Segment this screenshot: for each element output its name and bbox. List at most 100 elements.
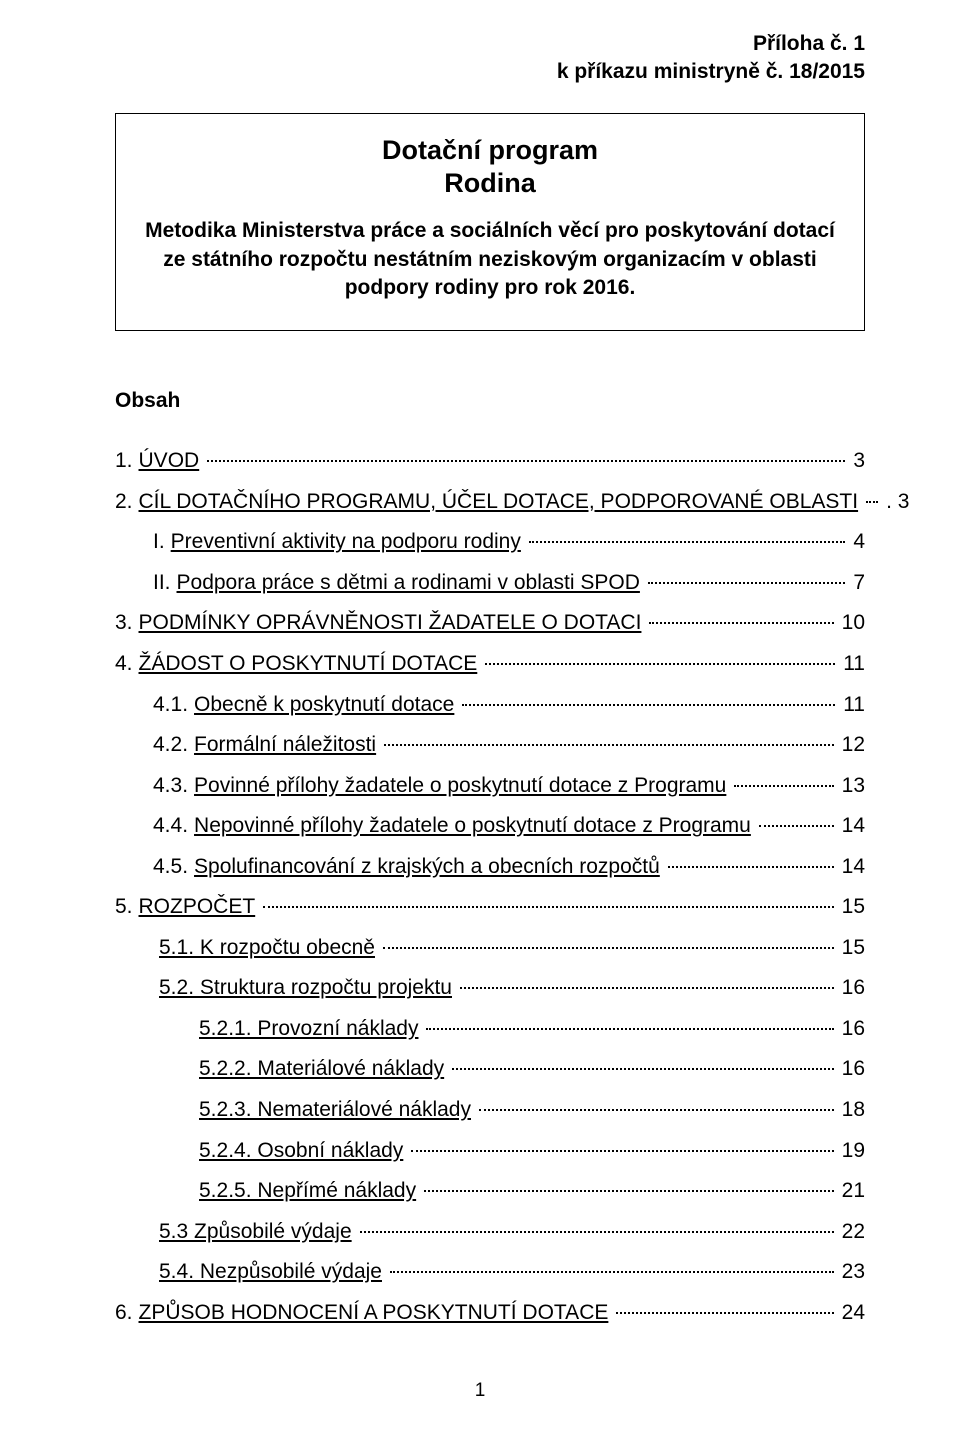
toc-text: ÚVOD: [139, 445, 204, 478]
toc-text: 5.2.2. Materiálové náklady: [199, 1053, 448, 1086]
toc-link[interactable]: 5.2.2. Materiálové náklady: [199, 1057, 444, 1080]
toc-leader-dots: [383, 947, 834, 949]
header-line-2: k příkazu ministryně č. 18/2015: [115, 58, 865, 86]
toc-page-number: 18: [838, 1094, 865, 1127]
toc-row: 5.2.4. Osobní náklady19: [115, 1135, 865, 1168]
toc-link[interactable]: Obecně k poskytnutí dotace: [194, 693, 454, 716]
toc-link[interactable]: 5.2. Struktura rozpočtu projektu: [159, 976, 452, 999]
toc-row: 4.4.Nepovinné přílohy žadatele o poskytn…: [115, 810, 865, 843]
toc-text: Formální náležitosti: [194, 729, 380, 762]
toc-link[interactable]: ROZPOČET: [139, 895, 256, 918]
contents-heading: Obsah: [115, 389, 865, 413]
toc-link[interactable]: Nepovinné přílohy žadatele o poskytnutí …: [194, 814, 751, 837]
header-line-1: Příloha č. 1: [115, 30, 865, 58]
toc-row: 3.PODMÍNKY OPRÁVNĚNOSTI ŽADATELE O DOTAC…: [115, 607, 865, 640]
toc-page-number: 23: [838, 1256, 865, 1289]
toc-link[interactable]: 5.1. K rozpočtu obecně: [159, 936, 375, 959]
toc-text: Povinné přílohy žadatele o poskytnutí do…: [194, 770, 730, 803]
toc-text: 5.4. Nezpůsobilé výdaje: [159, 1256, 386, 1289]
toc-leader-dots: [866, 501, 878, 503]
toc-link[interactable]: ZPŮSOB HODNOCENÍ A POSKYTNUTÍ DOTACE: [139, 1301, 609, 1324]
toc-number: 4.3.: [115, 770, 194, 803]
document-header: Příloha č. 1 k příkazu ministryně č. 18/…: [115, 30, 865, 87]
title-subtitle: Metodika Ministerstva práce a sociálních…: [134, 217, 846, 302]
title-box: Dotační program Rodina Metodika Minister…: [115, 113, 865, 332]
toc-page-number: 16: [838, 1053, 865, 1086]
toc-link[interactable]: 5.2.3. Nemateriálové náklady: [199, 1098, 471, 1121]
toc-text: 5.2. Struktura rozpočtu projektu: [159, 972, 456, 1005]
toc-row: 4.3.Povinné přílohy žadatele o poskytnut…: [115, 770, 865, 803]
toc-number: 4.2.: [115, 729, 194, 762]
toc-page-number: 12: [838, 729, 865, 762]
toc-link[interactable]: Podpora práce s dětmi a rodinami v oblas…: [177, 571, 640, 594]
toc-page-number: 15: [838, 932, 865, 965]
toc-link[interactable]: 5.2.1. Provozní náklady: [199, 1017, 418, 1040]
toc-link[interactable]: 5.3 Způsobilé výdaje: [159, 1220, 352, 1243]
toc-number: 2.: [115, 486, 139, 519]
toc-page-number: 14: [838, 810, 865, 843]
toc-link[interactable]: Povinné přílohy žadatele o poskytnutí do…: [194, 774, 726, 797]
toc-text: Obecně k poskytnutí dotace: [194, 689, 458, 722]
toc-leader-dots: [616, 1312, 833, 1314]
toc-page-number: 7: [849, 567, 865, 600]
toc-page-number: 11: [839, 689, 865, 722]
toc-row: 1.ÚVOD3: [115, 445, 865, 478]
toc-number: 4.1.: [115, 689, 194, 722]
toc-page-number: 24: [838, 1297, 865, 1330]
toc-row: 5.2.3. Nemateriálové náklady 18: [115, 1094, 865, 1127]
toc-number: 3.: [115, 607, 139, 640]
toc-link[interactable]: ÚVOD: [139, 449, 200, 472]
toc-row: 4.1.Obecně k poskytnutí dotace 11: [115, 689, 865, 722]
toc-link[interactable]: Spolufinancování z krajských a obecních …: [194, 855, 660, 878]
toc-number: I.: [115, 526, 171, 559]
toc-leader-dots: [207, 460, 845, 462]
toc-page-number: 16: [838, 1013, 865, 1046]
toc-link[interactable]: 5.4. Nezpůsobilé výdaje: [159, 1260, 382, 1283]
toc-row: 5.1. K rozpočtu obecně 15: [115, 932, 865, 965]
toc-page-number: 3: [849, 445, 865, 478]
toc-row: II.Podpora práce s dětmi a rodinami v ob…: [115, 567, 865, 600]
toc-number: 4.4.: [115, 810, 194, 843]
toc-link[interactable]: 5.2.5. Nepřímé náklady: [199, 1179, 416, 1202]
toc-text: CÍL DOTAČNÍHO PROGRAMU, ÚČEL DOTACE, POD…: [139, 486, 863, 519]
toc-row: 5.2.2. Materiálové náklady 16: [115, 1053, 865, 1086]
toc-text: Spolufinancování z krajských a obecních …: [194, 851, 664, 884]
toc-text: 5.2.4. Osobní náklady: [199, 1135, 407, 1168]
toc-link[interactable]: Formální náležitosti: [194, 733, 376, 756]
toc-row: 5.4. Nezpůsobilé výdaje 23: [115, 1256, 865, 1289]
toc-leader-dots: [424, 1190, 834, 1192]
toc-leader-dots: [426, 1028, 833, 1030]
toc-page-number: 16: [838, 972, 865, 1005]
toc-text: Preventivní aktivity na podporu rodiny: [171, 526, 525, 559]
toc-link[interactable]: CÍL DOTAČNÍHO PROGRAMU, ÚČEL DOTACE, POD…: [139, 490, 859, 513]
toc-link[interactable]: Preventivní aktivity na podporu rodiny: [171, 530, 521, 553]
toc-row: 5.2.5. Nepřímé náklady21: [115, 1175, 865, 1208]
toc-text: ROZPOČET: [139, 891, 260, 924]
toc-page-number: 10: [838, 607, 865, 640]
toc-row: 5.2. Struktura rozpočtu projektu 16: [115, 972, 865, 1005]
toc-link[interactable]: 5.2.4. Osobní náklady: [199, 1139, 403, 1162]
document-page: Příloha č. 1 k příkazu ministryně č. 18/…: [0, 0, 960, 1432]
table-of-contents: 1.ÚVOD32.CÍL DOTAČNÍHO PROGRAMU, ÚČEL DO…: [115, 445, 865, 1329]
toc-page-number: 14: [838, 851, 865, 884]
toc-leader-dots: [649, 622, 833, 624]
toc-leader-dots: [529, 541, 845, 543]
title-line-2: Rodina: [134, 167, 846, 201]
title-main: Dotační program Rodina: [134, 134, 846, 202]
toc-text: ŽÁDOST O POSKYTNUTÍ DOTACE: [139, 648, 482, 681]
toc-row: 6.ZPŮSOB HODNOCENÍ A POSKYTNUTÍ DOTACE24: [115, 1297, 865, 1330]
toc-leader-dots: [263, 906, 833, 908]
toc-text: ZPŮSOB HODNOCENÍ A POSKYTNUTÍ DOTACE: [139, 1297, 613, 1330]
toc-text: Podpora práce s dětmi a rodinami v oblas…: [177, 567, 644, 600]
toc-row: 5.3 Způsobilé výdaje22: [115, 1216, 865, 1249]
toc-leader-dots: [411, 1150, 833, 1152]
toc-leader-dots: [668, 866, 834, 868]
title-line-1: Dotační program: [134, 134, 846, 168]
toc-text: 5.2.5. Nepřímé náklady: [199, 1175, 420, 1208]
toc-number: 4.: [115, 648, 139, 681]
toc-leader-dots: [384, 744, 834, 746]
toc-link[interactable]: PODMÍNKY OPRÁVNĚNOSTI ŽADATELE O DOTACI: [139, 611, 642, 634]
toc-row: 5.2.1. Provozní náklady 16: [115, 1013, 865, 1046]
toc-link[interactable]: ŽÁDOST O POSKYTNUTÍ DOTACE: [139, 652, 478, 675]
toc-leader-dots: [759, 825, 834, 827]
